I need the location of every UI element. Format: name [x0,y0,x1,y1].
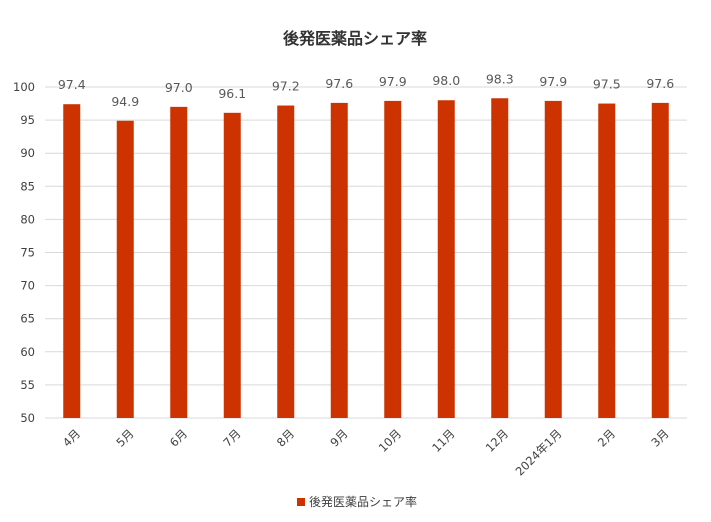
x-axis: 4月 5月 6月 7月 8月 9月 10月 11月 12月 2024年1月 2月 3月 [60,426,672,478]
y-tick-label: 55 [20,378,35,392]
bar [598,103,616,419]
data-label: 97.5 [593,77,621,92]
x-tick-label: 4月 [60,426,83,449]
bar [544,100,562,418]
data-label: 97.6 [646,76,674,91]
x-tick-label: 2月 [595,426,618,449]
bar [330,102,348,418]
bar [277,105,295,418]
y-tick-label: 90 [20,146,35,160]
bar-series [63,98,669,419]
legend-label: 後発医薬品シェア率 [309,494,417,509]
x-tick-label: 9月 [327,426,350,449]
bar [170,106,188,419]
data-labels: 97.4 94.9 97.0 96.1 97.2 97.6 97.9 98.0 98.3 97.9… [58,71,674,109]
y-tick-label: 60 [20,345,35,359]
bar [116,120,134,419]
bar [63,104,81,418]
y-tick-label: 80 [20,212,35,226]
data-label: 97.2 [272,79,300,94]
legend-swatch [297,498,305,506]
data-label: 97.9 [539,74,567,89]
bar [384,100,402,418]
y-axis: 50 55 60 65 70 75 80 85 90 95 100 [13,80,35,425]
y-tick-label: 75 [20,246,35,260]
x-tick-label: 12月 [483,426,511,454]
data-label: 94.9 [111,94,139,109]
grid-lines [45,86,687,419]
data-label: 97.0 [165,80,193,95]
y-tick-label: 85 [20,179,35,193]
y-tick-label: 65 [20,312,35,326]
x-tick-label: 7月 [220,426,243,449]
y-tick-label: 70 [20,279,35,293]
y-tick-label: 95 [20,113,35,127]
x-tick-label: 8月 [274,426,297,449]
chart-title: 後発医薬品シェア率 [283,29,427,48]
data-label: 98.3 [486,71,514,86]
y-tick-label: 50 [20,411,35,425]
y-tick-label: 100 [13,80,35,94]
data-label: 97.9 [379,74,407,89]
x-tick-label: 11月 [429,426,457,454]
bar [223,112,241,419]
data-label: 96.1 [218,86,246,101]
x-tick-label: 2024年1月 [513,426,565,478]
data-label: 97.4 [58,77,86,92]
bar [491,98,509,418]
legend: 後発医薬品シェア率 [297,494,417,509]
data-label: 97.6 [325,76,353,91]
x-tick-label: 3月 [648,426,671,449]
bar [437,100,455,419]
x-tick-label: 5月 [113,426,136,449]
x-tick-label: 10月 [376,426,404,454]
x-tick-label: 6月 [167,426,190,449]
bar [651,102,669,418]
data-label: 98.0 [432,73,460,88]
